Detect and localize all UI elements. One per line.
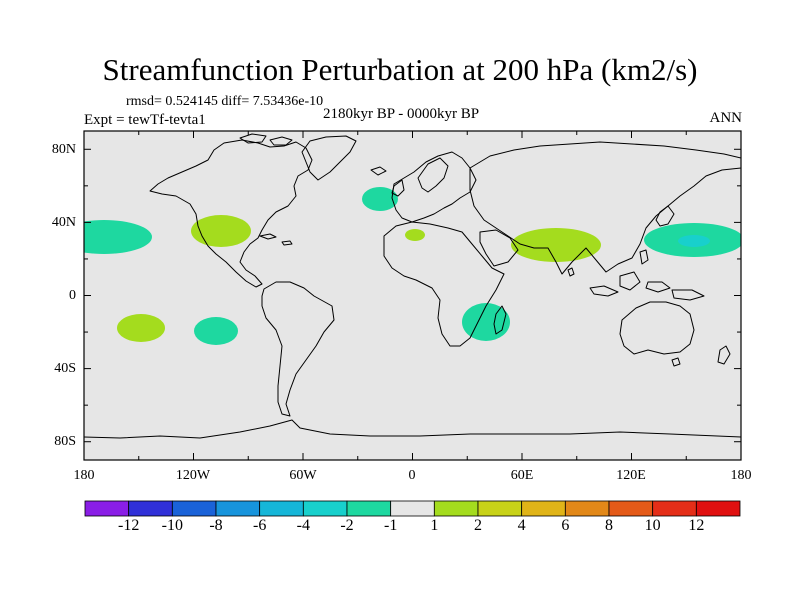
colorbar-box [433,500,479,517]
anomaly-layer [84,187,741,345]
lon-label-120e: 120E [616,468,646,483]
lat-label-40s: 40S [54,361,76,376]
colorbar-label: -2 [340,517,354,534]
colorbar-label: 12 [688,517,705,534]
anomaly-south-asia [511,228,601,262]
colorbar-box [215,500,261,517]
colorbar-label: -12 [117,517,140,534]
axis-ticks [83,131,742,460]
colorbar-label: 8 [605,517,613,534]
anomaly-southern-africa [462,303,510,341]
colorbar-label: -6 [252,517,267,534]
colorbar-box [128,500,173,517]
lon-label-60e: 60E [510,468,534,483]
lon-label-180w: 180 [73,468,95,483]
colorbar-label: 6 [561,517,570,534]
anomaly-north-africa [405,229,425,241]
lon-label-0: 0 [408,468,416,483]
lat-label-40n: 40N [51,215,76,230]
colorbar-label: -8 [209,517,223,534]
colorbar-box [695,500,741,517]
anomaly-north-atlantic [362,187,398,211]
colorbar-label: -10 [161,517,183,534]
colorbar-label: 1 [430,517,439,534]
colorbar-box [302,500,348,517]
lat-label-0: 0 [69,288,76,303]
colorbar-label: 4 [517,517,526,534]
colorbar-box [84,500,130,517]
colorbar-box [259,500,304,517]
colorbar-box [652,500,697,517]
rmsd-stats: rmsd= 0.524145 diff= 7.53436e-10 [126,94,324,109]
colorbar-box [390,500,435,517]
lon-label-120w: 120W [175,468,211,483]
anomaly-northwest-pacific-core [678,235,710,247]
lon-label-180e: 180 [730,468,752,483]
colorbar-label: 10 [644,517,661,534]
lat-label-80n: 80N [51,142,76,157]
lat-label-80s: 80S [54,434,76,449]
lon-label-60w: 60W [289,468,317,483]
plot-title: Streamfunction Perturbation at 200 hPa (… [102,52,698,87]
map-background [84,131,741,460]
colorbar-box [521,500,566,517]
coastlines [84,133,741,439]
anomaly-mexico [191,215,251,247]
colorbar-box [346,500,392,517]
colorbar-label: 2 [474,517,482,534]
experiment-label: Expt = tewTf-tevta1 [84,112,206,128]
colorbar-label: -4 [296,517,310,534]
anomaly-south-pacific [117,314,165,342]
colorbar-box [477,500,523,517]
period-label: 2180kyr BP - 0000kyr BP [323,106,480,122]
colorbar-label: -1 [383,517,398,534]
colorbar-box [171,500,217,517]
anomaly-southeast-pacific [194,317,238,345]
season-label: ANN [709,110,743,126]
colorbar-box [608,500,654,517]
colorbar-box [564,500,610,517]
anomaly-central-north-pacific [84,220,152,254]
